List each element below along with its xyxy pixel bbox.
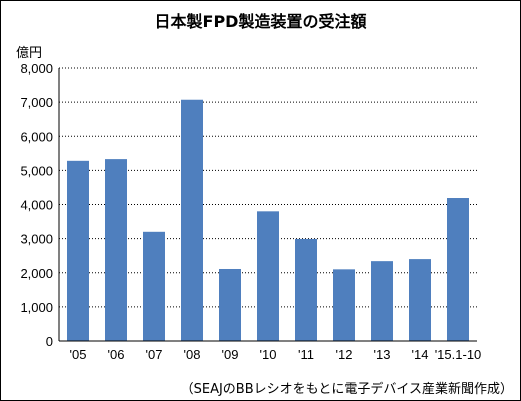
x-tick-label: '09 [222, 347, 239, 362]
bars [67, 99, 469, 341]
x-tick-label: '06 [108, 347, 125, 362]
y-tick-label: 1,000 [20, 300, 53, 315]
y-tick-label: 7,000 [20, 95, 53, 110]
bar [105, 159, 127, 341]
x-tick-label: '08 [184, 347, 201, 362]
bar [371, 261, 393, 341]
axes [58, 68, 477, 342]
y-tick-label: 4,000 [20, 198, 53, 213]
source-note: （SEAJのBBレシオをもとに電子デバイス産業新聞作成） [180, 382, 513, 397]
bar [409, 259, 431, 341]
x-tick-label: '07 [146, 347, 163, 362]
bar [257, 211, 279, 341]
y-tick-label: 3,000 [20, 232, 53, 247]
bar [219, 268, 241, 341]
x-tick-label: '13 [374, 347, 391, 362]
chart-title: 日本製FPD製造装置の受注額 [154, 12, 367, 31]
x-tick-labels: '05 '06 '07 '08 '09 '10 '11 '12 '13 '14 '15.1-10 [70, 347, 482, 362]
bar [447, 198, 469, 341]
y-axis-unit-label: 億円 [16, 46, 43, 61]
x-tick-label: '05 [70, 347, 87, 362]
y-tick-label: 5,000 [20, 163, 53, 178]
bar [295, 238, 317, 341]
bar [143, 231, 165, 341]
bar [181, 99, 203, 341]
x-tick-label: '11 [298, 347, 314, 362]
bar [333, 269, 355, 341]
x-tick-label: '10 [260, 347, 277, 362]
x-tick-label: '14 [412, 347, 429, 362]
y-tick-label: 2,000 [20, 266, 53, 281]
x-tick-label: '15.1-10 [435, 347, 482, 362]
bar [67, 160, 89, 341]
x-tick-label: '12 [336, 347, 353, 362]
y-tick-label: 8,000 [20, 61, 53, 76]
gridlines [59, 67, 477, 308]
y-tick-label: 0 [46, 334, 53, 349]
y-tick-labels: 0 1,000 2,000 3,000 4,000 5,000 6,000 7,000 8,00… [20, 61, 53, 349]
y-tick-label: 6,000 [20, 129, 53, 144]
